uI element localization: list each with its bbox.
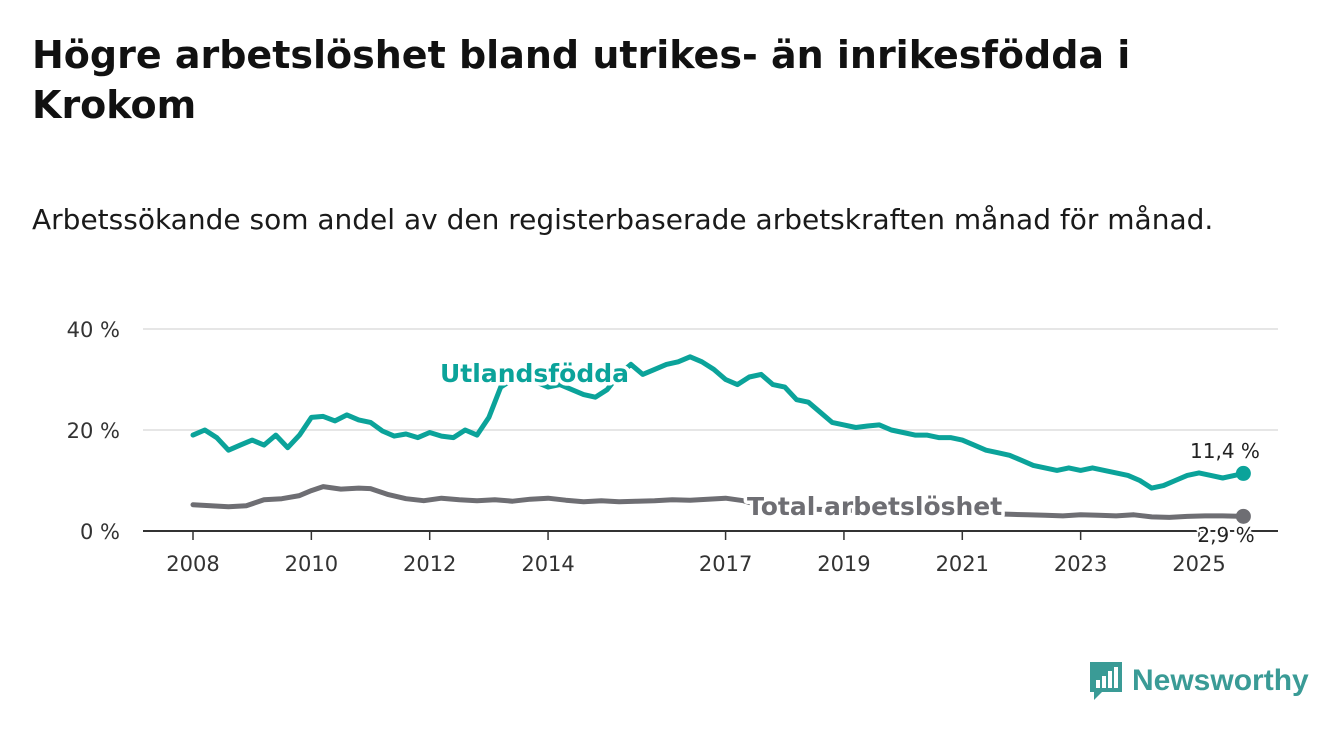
- x-tick-label: 2017: [699, 552, 752, 576]
- endpoint-marker-utlandsfodda: [1235, 465, 1251, 481]
- x-axis-ticks: 2008 2010 2012 2014 2017 2019 2021 2023 2025: [166, 531, 1226, 576]
- brand-name: Newsworthy: [1132, 664, 1309, 697]
- y-tick-label: 20 %: [67, 419, 120, 443]
- y-axis-ticks: 0 % 20 % 40 %: [67, 318, 120, 544]
- chart-title: Högre arbetslöshet bland utrikes- än inr…: [32, 33, 1131, 127]
- series-labels: Utlandsfödda 11,4 % Total arbetslöshet 2,9 …: [437, 356, 1263, 550]
- x-tick-label: 2019: [817, 552, 870, 576]
- endpoint-marker-total: [1235, 508, 1251, 524]
- x-tick-label: 2014: [521, 552, 574, 576]
- series-lines: [190, 354, 1251, 524]
- end-value-label-utlandsfodda: 11,4 %: [1190, 439, 1260, 463]
- series-line-total: [190, 484, 1246, 520]
- series-label-total: Total arbetslöshet: [747, 492, 1002, 521]
- x-tick-label: 2025: [1172, 552, 1225, 576]
- grid-lines: [143, 328, 1278, 532]
- end-value-label-total: 2,9 %: [1197, 523, 1254, 547]
- newsworthy-logo-icon: [1090, 662, 1122, 700]
- x-tick-label: 2023: [1054, 552, 1107, 576]
- chart-subtitle: Arbetssökande som andel av den registerb…: [32, 203, 1214, 236]
- newsworthy-logo[interactable]: Newsworthy: [1088, 660, 1309, 702]
- y-tick-label: 40 %: [67, 318, 120, 342]
- x-tick-label: 2012: [403, 552, 456, 576]
- x-tick-label: 2021: [936, 552, 989, 576]
- x-tick-label: 2010: [285, 552, 338, 576]
- x-tick-label: 2008: [166, 552, 219, 576]
- series-label-utlandsfodda: Utlandsfödda: [440, 359, 629, 388]
- y-tick-label: 0 %: [80, 520, 120, 544]
- series-line-utlandsfodda: [190, 354, 1246, 491]
